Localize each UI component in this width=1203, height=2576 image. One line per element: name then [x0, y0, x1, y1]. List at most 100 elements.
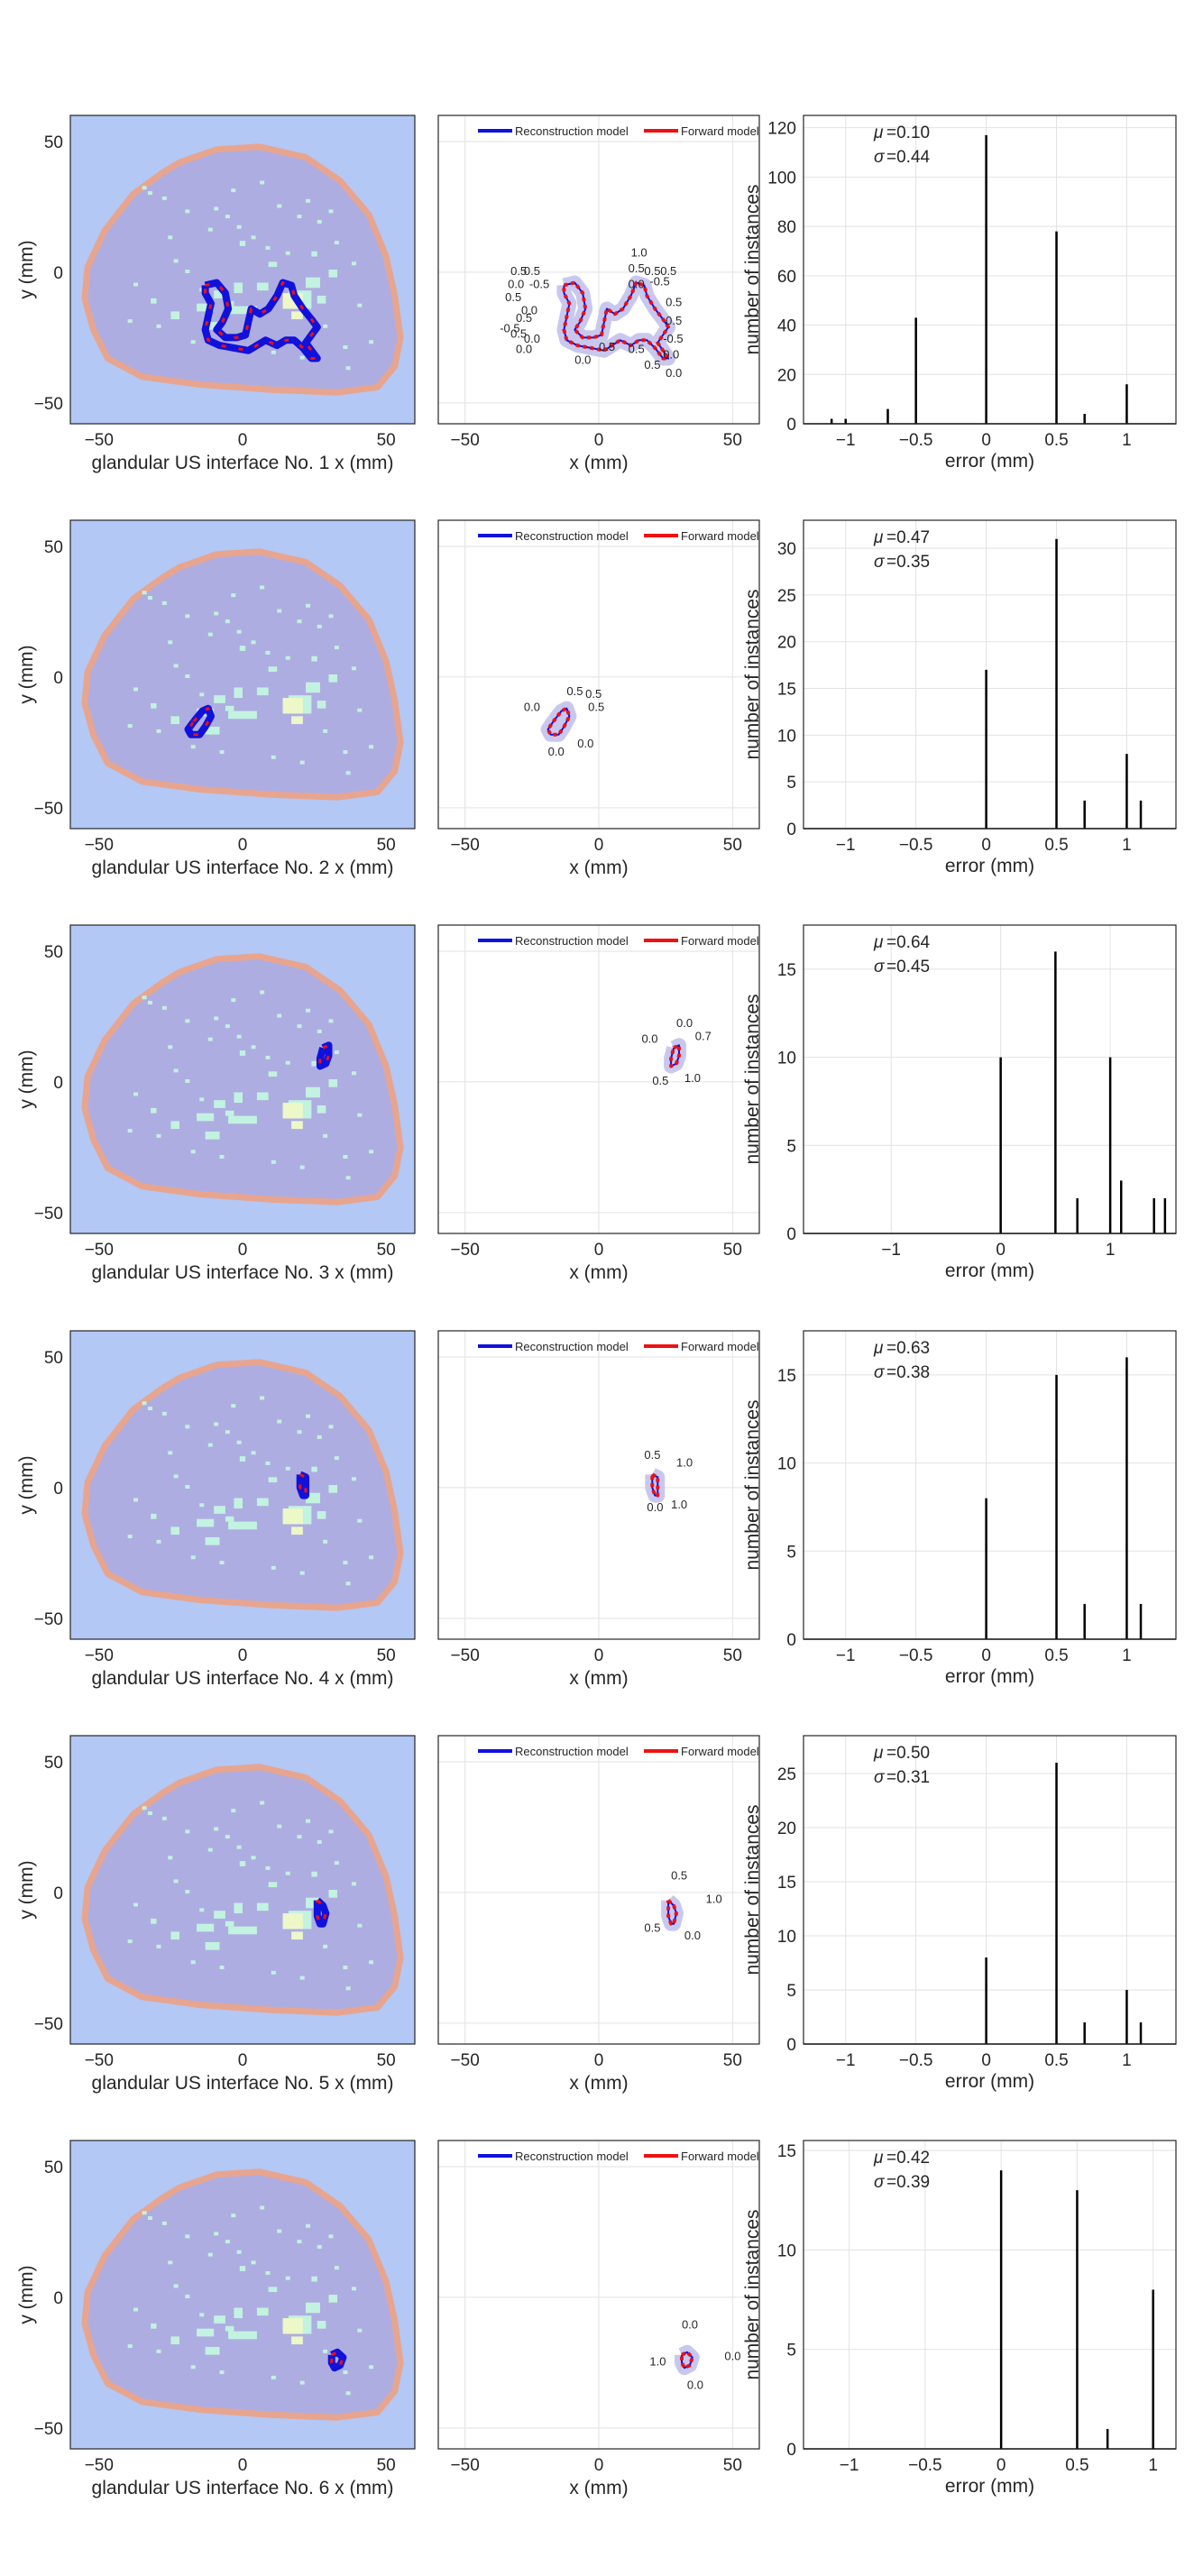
histogram-y-axis-label: number of instances	[742, 1804, 763, 1975]
glandular-region	[268, 1071, 278, 1077]
glandular-speckle	[345, 2391, 351, 2396]
glandular-speckle	[328, 2234, 334, 2239]
contour-x-axis-label: x (mm)	[569, 2073, 628, 2094]
map-y-axis-label: y (mm)	[16, 1860, 37, 1919]
glandular-speckle	[207, 1037, 213, 1041]
glandular-speckle	[260, 180, 265, 185]
x-tick-label: 50	[377, 836, 396, 855]
map-frame	[69, 519, 416, 830]
glandular-speckle	[345, 1581, 351, 1586]
error-annotation: 0.5	[505, 290, 521, 304]
mu-symbol: μ	[873, 2149, 884, 2168]
sigma-symbol: σ	[874, 1363, 886, 1382]
histogram-y-axis-label: number of instances	[742, 994, 763, 1164]
glandular-speckle	[185, 674, 190, 678]
glandular-speckle	[236, 225, 242, 229]
glandular-speckle	[214, 1827, 219, 1831]
glandular-speckle	[328, 1829, 334, 1834]
glandular-region	[311, 655, 317, 662]
x-tick-label: −1	[836, 2051, 856, 2070]
glandular-speckle	[214, 1422, 219, 1426]
x-tick-label: −1	[840, 2456, 859, 2475]
glandular-speckle	[199, 1908, 205, 1912]
glandular-speckle	[260, 1801, 265, 1805]
glandular-speckle	[323, 729, 328, 733]
forward-contour	[546, 706, 572, 737]
glandular-speckle	[168, 1856, 173, 1860]
glandular-region	[234, 687, 243, 699]
x-tick-label: −50	[451, 2051, 480, 2070]
x-tick-label: 50	[723, 1646, 742, 1665]
glandular-speckle	[231, 593, 236, 598]
error-annotation: 0.5	[644, 1921, 660, 1934]
glandular-speckle	[317, 219, 322, 224]
mu-value: =0.50	[886, 1744, 930, 1763]
error-annotation: 0.0	[724, 2349, 740, 2362]
glandular-region	[228, 1926, 257, 1935]
glandular-speckle	[345, 1176, 351, 1180]
glandular-speckle	[357, 1113, 363, 1117]
glandular-region	[317, 700, 326, 709]
glandular-region	[256, 282, 269, 291]
glandular-speckle	[345, 771, 351, 775]
glandular-speckle	[185, 2234, 190, 2239]
glandular-speckle	[369, 745, 374, 749]
error-annotation: 0.0	[548, 745, 565, 758]
x-tick-label: 50	[723, 1241, 742, 1260]
glandular-speckle	[168, 235, 173, 240]
y-tick-label: 15	[777, 681, 796, 700]
glandular-speckle	[351, 1071, 356, 1076]
histogram-background	[804, 2141, 1176, 2449]
glandular-region	[256, 687, 269, 696]
error-annotation: 0.0	[687, 2378, 703, 2391]
forward-contour	[562, 280, 671, 361]
error-annotation: 0.0	[516, 343, 532, 356]
glandular-speckle	[190, 745, 196, 749]
glandular-speckle	[369, 2365, 374, 2370]
y-tick-label: 120	[767, 120, 796, 139]
legend-reconstruction-label: Reconstruction model	[515, 2150, 629, 2163]
glandular-region	[214, 695, 225, 703]
sigma-value: =0.39	[886, 2173, 930, 2192]
map-x-axis-label: glandular US interface No. 5 x (mm)	[92, 2073, 394, 2094]
glandular-speckle	[285, 655, 290, 660]
x-tick-label: 50	[377, 2051, 396, 2070]
mu-value: =0.42	[886, 2149, 930, 2168]
glandular-speckle	[225, 1024, 230, 1029]
glandular-speckle	[142, 2211, 147, 2215]
glandular-speckle	[251, 235, 256, 240]
y-tick-label: 0	[53, 669, 63, 688]
x-tick-label: 0.5	[1044, 1646, 1068, 1665]
glandular-region	[239, 1050, 246, 1056]
glandular-speckle	[343, 750, 348, 755]
glandular-speckle	[127, 1939, 133, 1944]
glandular-speckle	[185, 1425, 190, 1429]
glandular-speckle	[351, 2287, 356, 2291]
glandular-region	[205, 2346, 220, 2355]
glandular-speckle	[285, 2276, 290, 2280]
glandular-speckle	[219, 1155, 225, 1160]
glandular-core	[291, 1526, 303, 1536]
error-annotation: 0.5	[566, 684, 583, 698]
glandular-region	[328, 2295, 338, 2303]
x-tick-label: 0	[594, 2456, 604, 2475]
glandular-speckle	[343, 1561, 348, 1565]
histogram-frame	[803, 115, 1177, 425]
x-tick-label: 0	[238, 1646, 248, 1665]
glandular-region	[205, 1131, 220, 1140]
glandular-core	[291, 1931, 303, 1940]
glandular-speckle	[219, 750, 225, 755]
map-panel: −50 −50 0 0 50 50 y (mm) glandular US interface…	[16, 1330, 416, 1689]
x-tick-label: 50	[377, 1241, 396, 1260]
map-y-axis-label: y (mm)	[16, 2265, 37, 2324]
y-tick-label: 25	[777, 587, 796, 606]
y-tick-label: 15	[777, 1874, 796, 1893]
error-annotation: 0.0	[666, 366, 682, 380]
glandular-region	[170, 716, 179, 725]
glandular-speckle	[133, 687, 139, 692]
sigma-symbol: σ	[874, 2173, 886, 2192]
map-frame	[69, 1735, 416, 2045]
error-annotation: 0.5	[644, 1448, 660, 1462]
